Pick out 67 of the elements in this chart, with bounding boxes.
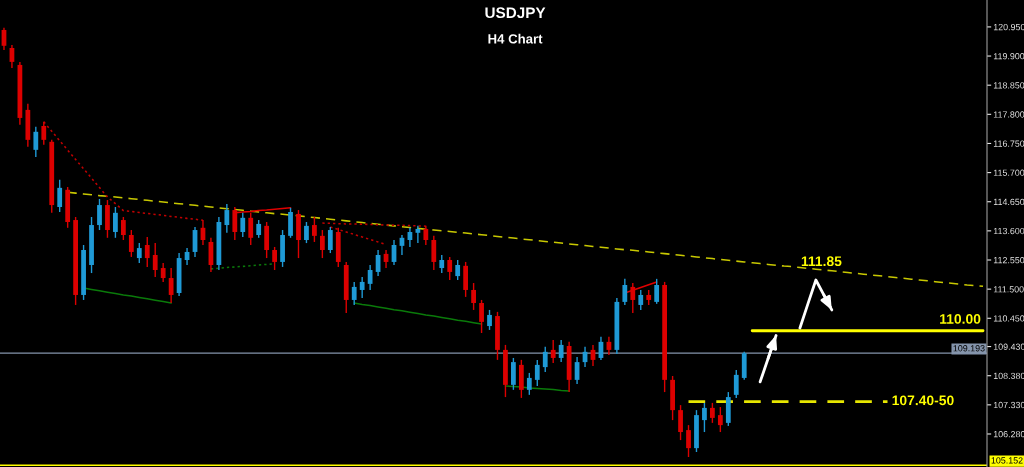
candlestick — [526, 372, 532, 396]
candlestick — [152, 242, 158, 278]
y-tick-label: 119.900 — [993, 53, 1024, 60]
y-tick-label: 110.450 — [993, 315, 1024, 322]
series-label: 110.00 — [940, 314, 981, 324]
y-tick-label: 112.550 — [993, 257, 1024, 264]
candlestick — [57, 179, 63, 213]
candlestick — [678, 404, 683, 441]
candlestick — [224, 203, 230, 234]
y-tick-label: 117.800 — [993, 111, 1024, 118]
candlestick — [97, 198, 102, 231]
candlestick — [733, 369, 739, 399]
y-tick-label: 114.650 — [993, 198, 1024, 206]
candlestick — [558, 339, 564, 363]
candlestick — [248, 212, 254, 246]
candlestick — [272, 246, 277, 271]
candlestick — [542, 346, 548, 373]
candlestick — [717, 406, 723, 433]
candlestick — [144, 236, 150, 268]
line-series — [329, 226, 387, 246]
y-tick-label: 115.700 — [993, 169, 1024, 176]
candlestick — [638, 289, 644, 311]
candlestick — [319, 229, 325, 259]
y-tick-label: 118.850 — [993, 82, 1024, 89]
candlestick — [351, 281, 357, 306]
candlestick — [367, 264, 373, 291]
candlestick — [487, 309, 492, 331]
y-tick-label: 111.500 — [993, 286, 1024, 293]
candlestick — [479, 299, 484, 334]
candlestick — [160, 262, 166, 283]
candlestick — [550, 339, 556, 364]
candlestick — [511, 357, 516, 391]
candlestick — [128, 229, 134, 258]
candlestick — [702, 402, 707, 433]
text: H4 Chart — [488, 33, 543, 44]
candlestick — [622, 278, 628, 306]
candlestick — [439, 254, 445, 274]
candlestick — [431, 235, 437, 271]
chart-title: USDJPY — [485, 7, 546, 19]
line-series — [43, 121, 204, 222]
candlestick — [41, 121, 47, 146]
candlestick — [423, 225, 429, 246]
candlestick — [312, 216, 317, 243]
candlestick — [304, 221, 309, 244]
candlestick — [136, 242, 142, 264]
candlestick — [710, 402, 715, 424]
series-label: 107.40-50 — [892, 395, 954, 406]
candlestick — [327, 226, 333, 254]
candlestick — [240, 212, 246, 238]
candlestick — [686, 424, 691, 458]
candlestick — [471, 282, 476, 311]
candlestick — [113, 206, 118, 239]
candlestick — [120, 216, 126, 241]
ref-line-label: 109.193 — [953, 345, 985, 352]
candlestick — [168, 267, 174, 304]
candlestick — [654, 278, 660, 305]
series-label: 111.85 — [801, 256, 842, 267]
candlestick — [359, 276, 365, 299]
ref-line-label: 105.152 — [991, 457, 1023, 464]
candlestick — [455, 259, 461, 281]
y-tick-label: 116.750 — [993, 140, 1024, 147]
candlestick — [288, 207, 293, 239]
candlestick — [33, 126, 39, 158]
y-tick-label: 113.600 — [993, 227, 1024, 235]
candlestick — [447, 256, 453, 281]
candlestick — [534, 359, 540, 387]
candlestick — [415, 225, 421, 244]
